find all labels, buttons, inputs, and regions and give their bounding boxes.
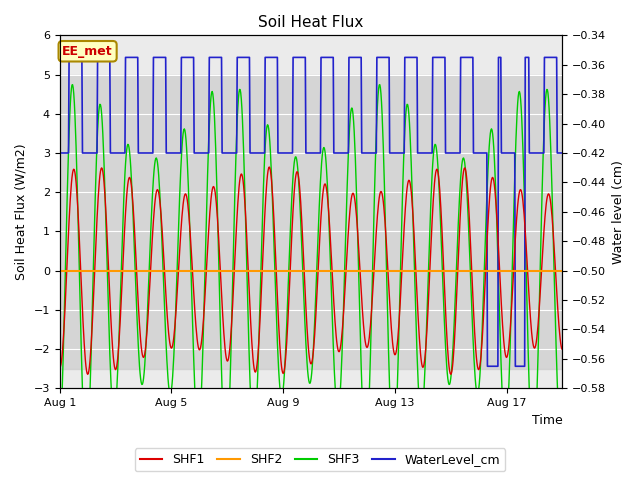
X-axis label: Time: Time bbox=[532, 414, 563, 427]
Bar bbox=[60, 74, 563, 369]
Y-axis label: Soil Heat Flux (W/m2): Soil Heat Flux (W/m2) bbox=[15, 144, 28, 280]
Text: EE_met: EE_met bbox=[62, 45, 113, 58]
Legend: SHF1, SHF2, SHF3, WaterLevel_cm: SHF1, SHF2, SHF3, WaterLevel_cm bbox=[135, 448, 505, 471]
Title: Soil Heat Flux: Soil Heat Flux bbox=[259, 15, 364, 30]
Y-axis label: Water level (cm): Water level (cm) bbox=[612, 160, 625, 264]
